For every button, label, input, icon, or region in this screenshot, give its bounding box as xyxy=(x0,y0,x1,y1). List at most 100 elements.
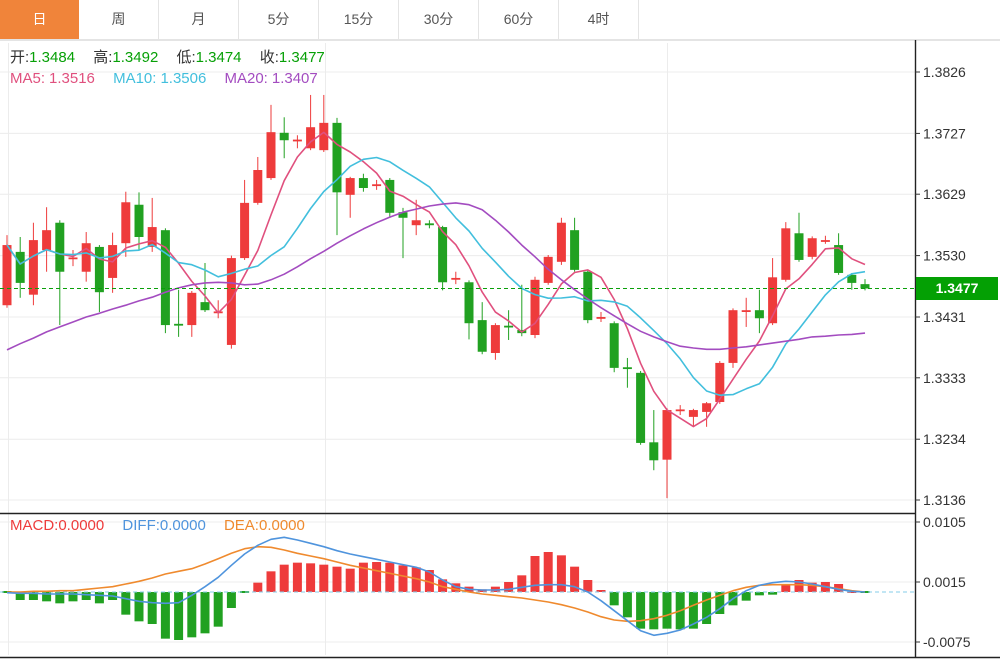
macd-bar xyxy=(200,592,210,634)
candle xyxy=(68,257,78,260)
candle xyxy=(306,127,316,149)
macd-bar xyxy=(94,592,104,604)
axes: 1.3826 1.3727 1.3629 1.3530 1.3431 1.3333 1.32… xyxy=(0,40,1000,659)
macd-bar xyxy=(240,591,250,593)
macd-bar xyxy=(81,592,91,600)
candle xyxy=(807,238,817,257)
candle xyxy=(649,442,659,461)
macd-bar xyxy=(794,580,804,592)
macd-bar xyxy=(649,592,659,630)
candle xyxy=(187,292,197,326)
diff-label: DIFF: xyxy=(122,517,160,534)
macd-bar xyxy=(622,592,632,618)
candle xyxy=(240,202,250,259)
candle xyxy=(622,367,632,370)
tab-60min[interactable]: 60分 xyxy=(479,0,559,39)
low-value: 1.3474 xyxy=(195,49,242,66)
candle xyxy=(81,243,91,272)
candle xyxy=(702,403,712,412)
candle xyxy=(292,139,302,142)
macd-bar xyxy=(332,566,342,592)
axis-tick-label: 1.3826 xyxy=(923,64,966,80)
candle xyxy=(781,228,791,280)
macd-bar xyxy=(702,592,712,624)
macd-bar xyxy=(517,575,527,592)
axis-tick-label: 1.3333 xyxy=(923,370,966,386)
macd-histogram xyxy=(2,552,870,640)
candle xyxy=(477,320,487,352)
macd-bar xyxy=(768,592,778,595)
macd-bar xyxy=(55,592,65,604)
axis-tick-label: 1.3136 xyxy=(923,492,966,508)
high-label: 高: xyxy=(93,49,113,66)
candle xyxy=(754,310,764,319)
macd-bar xyxy=(306,563,316,592)
macd-bar xyxy=(42,592,52,602)
candles xyxy=(2,94,870,499)
candle xyxy=(398,212,408,218)
macd-bar xyxy=(715,592,725,614)
macd-bar xyxy=(504,582,514,592)
candle xyxy=(28,240,38,295)
tab-day[interactable]: 日 xyxy=(0,0,79,39)
macd-bar xyxy=(358,562,368,592)
ma5-label: MA5: xyxy=(10,70,46,87)
current-price-badge: 1.3477 xyxy=(916,277,998,300)
gridlines xyxy=(0,43,915,655)
candle xyxy=(728,310,738,363)
candle xyxy=(794,233,804,260)
candle xyxy=(279,132,289,141)
axis-tick-label: 0.0015 xyxy=(923,574,966,590)
dea-line xyxy=(7,545,866,623)
dea-value: 0.0000 xyxy=(258,517,305,534)
low-label: 低: xyxy=(176,49,196,66)
macd-bar xyxy=(424,570,434,592)
candle xyxy=(741,310,751,312)
candle xyxy=(675,409,685,412)
macd-bar xyxy=(345,568,355,592)
candle xyxy=(200,302,210,311)
macd-bar xyxy=(372,562,382,592)
candle xyxy=(438,227,448,283)
macd-bar xyxy=(174,592,184,640)
macd-value: 0.0000 xyxy=(58,517,105,534)
candle xyxy=(372,184,382,187)
macd-bar xyxy=(451,583,461,592)
axis-tick-label: 1.3530 xyxy=(923,248,966,264)
macd-bar xyxy=(688,592,698,629)
tab-week[interactable]: 周 xyxy=(79,0,159,39)
macd-bar xyxy=(266,571,276,592)
candle xyxy=(662,410,672,460)
candle xyxy=(134,204,144,237)
dea-label: DEA: xyxy=(223,517,259,534)
ma10-label: MA10: xyxy=(113,70,157,87)
tab-30min[interactable]: 30分 xyxy=(399,0,479,39)
candle xyxy=(332,122,342,193)
close-label: 收: xyxy=(259,49,279,66)
macd-bar xyxy=(134,592,144,622)
macd-bar xyxy=(385,562,395,592)
ma10-line xyxy=(6,156,866,397)
tab-month[interactable]: 月 xyxy=(159,0,239,39)
macd-bar xyxy=(609,592,619,606)
candle xyxy=(715,362,725,402)
close-value: 1.3477 xyxy=(278,49,325,66)
diff-value: 0.0000 xyxy=(159,517,206,534)
macd-bar xyxy=(781,585,791,592)
macd-bar xyxy=(292,562,302,592)
candle xyxy=(820,240,830,242)
ma10-value: 1.3506 xyxy=(160,70,207,87)
macd-bar xyxy=(226,592,236,608)
candle xyxy=(636,372,646,443)
candle xyxy=(42,230,52,251)
candle xyxy=(609,323,619,368)
macd-bar xyxy=(28,592,38,600)
candle xyxy=(253,170,263,203)
tab-5min[interactable]: 5分 xyxy=(239,0,319,39)
macd-bar xyxy=(530,556,540,592)
candle xyxy=(319,122,329,151)
tab-4hour[interactable]: 4时 xyxy=(559,0,639,39)
tab-15min[interactable]: 15分 xyxy=(319,0,399,39)
